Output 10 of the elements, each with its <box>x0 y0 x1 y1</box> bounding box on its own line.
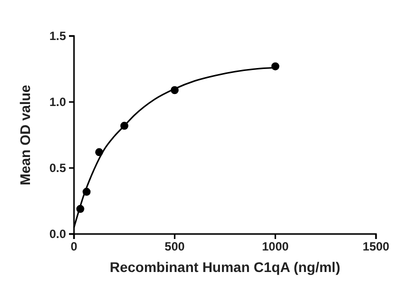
x-tick-label: 1000 <box>262 240 290 254</box>
x-tick-label: 1500 <box>362 240 390 254</box>
x-tick-label: 0 <box>70 240 78 254</box>
x-tick-label: 500 <box>164 240 185 254</box>
y-axis-title: Mean OD value <box>17 84 33 186</box>
y-tick-label: 1.0 <box>49 94 66 109</box>
x-axis-title: Recombinant Human C1qA (ng/ml) <box>110 259 340 275</box>
y-tick-label: 0.0 <box>49 226 66 241</box>
y-tick-label: 0.5 <box>49 160 66 175</box>
y-tick-label: 1.5 <box>49 28 66 43</box>
